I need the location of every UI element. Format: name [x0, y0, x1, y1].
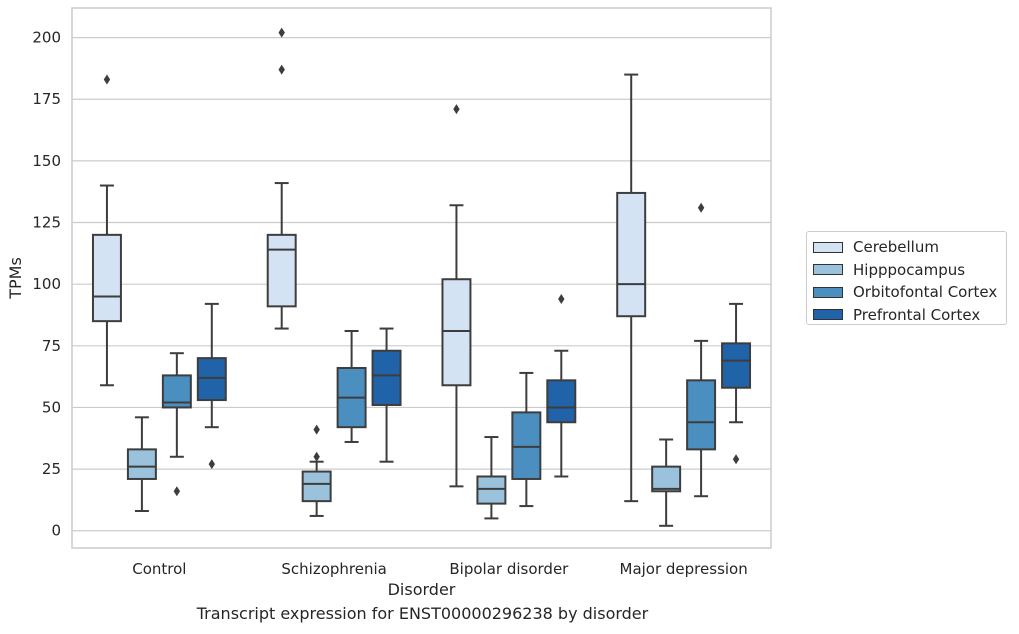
iqr-box: [196, 357, 227, 402]
outlier-point: [558, 293, 565, 304]
outlier-point: [278, 27, 285, 38]
iqr-box: [126, 448, 157, 480]
legend-item-orbitofrontal: Orbitofontal Cortex: [813, 281, 1000, 304]
outlier-point: [103, 74, 111, 85]
box-3-0: [616, 73, 647, 503]
box-0-1: [126, 416, 157, 513]
boxes: [91, 27, 752, 527]
chart-caption: Transcript expression for ENST0000029623…: [196, 604, 649, 623]
legend-swatch: [813, 264, 843, 276]
iqr-box: [721, 342, 752, 389]
y-tick-label: 175: [32, 90, 61, 108]
y-axis-label: TPMs: [6, 257, 25, 300]
outlier-point: [208, 459, 215, 470]
outlier-point: [313, 451, 320, 462]
outlier-point: [173, 486, 181, 497]
box-2-1: [476, 436, 507, 520]
legend-item-cerebellum: Cerebellum: [813, 236, 1000, 259]
iqr-box: [546, 379, 577, 424]
outlier-point: [278, 64, 285, 75]
box-1-1: [301, 424, 332, 517]
iqr-box: [441, 278, 472, 387]
y-tick-label: 100: [32, 275, 61, 293]
y-tick-label: 125: [32, 214, 61, 232]
y-tick-label: 25: [42, 460, 61, 478]
box-0-0: [91, 74, 122, 387]
x-axis-ticks: Control Schizophrenia Bipolar disorder Majo…: [132, 560, 747, 578]
legend-swatch: [813, 286, 843, 298]
legend-swatch: [813, 309, 843, 321]
legend-swatch: [813, 241, 843, 253]
box-2-0: [441, 104, 472, 488]
box-1-2: [336, 330, 367, 443]
box-3-3: [721, 302, 752, 465]
iqr-box: [91, 233, 122, 323]
iqr-box: [476, 475, 507, 505]
y-tick-label: 50: [42, 398, 61, 416]
legend-label: Orbitofontal Cortex: [853, 283, 998, 302]
iqr-box: [301, 470, 332, 503]
outlier-point: [732, 454, 740, 465]
y-tick-label: 200: [32, 29, 61, 47]
iqr-box: [686, 379, 717, 451]
x-tick-label: Bipolar disorder: [449, 560, 569, 578]
iqr-box: [371, 349, 402, 406]
legend-item-prefrontal: Prefrontal Cortex: [813, 304, 1000, 327]
box-0-2: [161, 352, 192, 497]
legend-label: Prefrontal Cortex: [853, 305, 981, 324]
y-tick-label: 150: [32, 152, 61, 170]
outlier-point: [313, 424, 320, 435]
y-axis-ticks: 0 25 50 75 100 125 150 175 200: [32, 29, 61, 540]
legend-label: Hipppocampus: [853, 260, 966, 279]
y-tick-label: 0: [51, 522, 61, 540]
y-tick-label: 75: [42, 337, 61, 355]
iqr-box: [511, 411, 542, 480]
legend-item-hippocampus: Hipppocampus: [813, 259, 1000, 282]
legend: Cerebellum Hipppocampus Orbitofontal Cor…: [806, 231, 1007, 325]
plot-area: [71, 7, 772, 549]
box-3-2: [686, 202, 717, 498]
box-1-0: [266, 27, 297, 330]
legend-label: Cerebellum: [853, 238, 939, 257]
box-2-2: [511, 371, 542, 508]
box-3-1: [651, 438, 682, 527]
box-2-3: [546, 293, 577, 478]
x-tick-label: Control: [132, 560, 186, 578]
iqr-box: [651, 465, 682, 493]
iqr-box: [266, 233, 297, 308]
x-tick-label: Major depression: [620, 560, 748, 578]
box-1-3: [371, 327, 402, 463]
box-0-3: [196, 302, 227, 470]
iqr-box: [616, 191, 647, 318]
x-tick-label: Schizophrenia: [281, 560, 386, 578]
outlier-point: [697, 202, 705, 213]
x-axis-label: Disorder: [388, 580, 456, 599]
outlier-point: [453, 104, 460, 115]
